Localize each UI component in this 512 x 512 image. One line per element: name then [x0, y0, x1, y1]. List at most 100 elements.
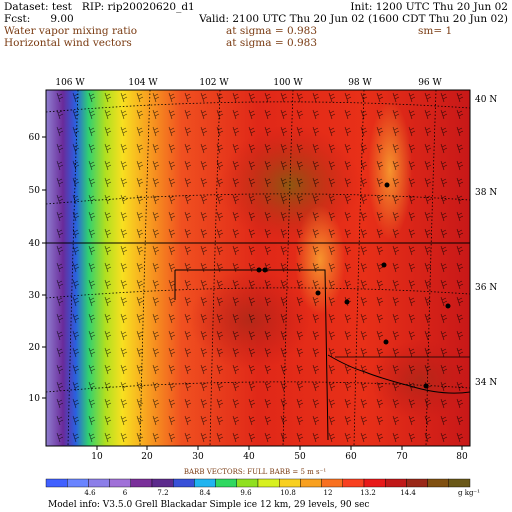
y-tick-label: 20: [29, 343, 41, 353]
wind-barb: [248, 228, 256, 239]
wind-barb: [360, 347, 368, 358]
wind-barb: [200, 347, 208, 358]
wind-barb: [248, 347, 256, 358]
wind-barb: [120, 160, 128, 171]
wind-barb: [56, 296, 64, 307]
wind-barb: [120, 330, 128, 341]
latitude-label: 36 N: [475, 283, 497, 293]
station-markers: [256, 182, 451, 389]
wind-barb: [248, 330, 256, 341]
wind-barb: [136, 109, 144, 120]
wind-barb: [328, 279, 336, 290]
colorbar-label: 8.4: [199, 489, 211, 497]
wind-barb: [184, 432, 192, 443]
wind-barb: [232, 347, 240, 358]
wind-barb: [344, 313, 352, 324]
wind-barb: [120, 381, 128, 392]
wind-barb: [232, 381, 240, 392]
wind-barb: [424, 160, 432, 171]
field1-name: Water vapor mixing ratio: [4, 25, 138, 37]
colorbar-swatch: [427, 478, 450, 488]
longitude-label: 106 W: [55, 78, 85, 88]
wind-barb: [88, 177, 96, 188]
wind-barb: [264, 279, 272, 290]
wind-barb: [376, 279, 384, 290]
wind-barb: [328, 296, 336, 307]
wind-barb: [440, 160, 448, 171]
wind-barb: [56, 211, 64, 222]
wind-barb: [424, 296, 432, 307]
wind-barb: [136, 330, 144, 341]
wind-barb: [456, 228, 464, 239]
wind-barb: [424, 347, 432, 358]
wind-barb: [232, 432, 240, 443]
dataset-line: Dataset: test RIP: rip20020620_d1: [4, 1, 195, 13]
wind-barb: [136, 381, 144, 392]
wind-barb: [184, 296, 192, 307]
wind-barbs: [56, 92, 464, 443]
wind-barb: [408, 364, 416, 375]
wind-barb: [296, 347, 304, 358]
wind-barb: [264, 347, 272, 358]
wind-barb: [248, 381, 256, 392]
wind-barb: [136, 126, 144, 137]
wind-barb: [120, 364, 128, 375]
wind-barb: [328, 364, 336, 375]
wind-barb: [296, 160, 304, 171]
wind-barb: [440, 432, 448, 443]
wind-barb: [152, 160, 160, 171]
wind-barb: [168, 160, 176, 171]
wind-barb: [360, 313, 368, 324]
wind-barb: [344, 143, 352, 154]
colorbar-label: 9.6: [240, 489, 252, 497]
wind-barb: [312, 381, 320, 392]
wind-barb: [184, 126, 192, 137]
wind-barb: [136, 398, 144, 409]
wind-barb: [376, 228, 384, 239]
wind-barb: [424, 177, 432, 188]
wind-barb: [344, 177, 352, 188]
wind-barb: [328, 160, 336, 171]
wind-barb: [424, 313, 432, 324]
wind-barb: [456, 126, 464, 137]
wind-barb: [392, 296, 400, 307]
wind-barb: [280, 228, 288, 239]
wind-barb: [264, 177, 272, 188]
wind-barb: [264, 194, 272, 205]
wind-barb: [104, 228, 112, 239]
wind-barb: [296, 109, 304, 120]
wind-barb: [456, 262, 464, 273]
colorbar-label: 13.2: [360, 489, 376, 497]
wind-barb: [216, 415, 224, 426]
wind-barb: [424, 228, 432, 239]
wind-barb: [392, 432, 400, 443]
wind-barb: [104, 279, 112, 290]
wind-barb: [360, 194, 368, 205]
wind-barb: [328, 245, 336, 256]
wind-barb: [152, 279, 160, 290]
wind-barb: [72, 381, 80, 392]
wind-barb: [392, 381, 400, 392]
wind-barb: [392, 245, 400, 256]
wind-barb: [72, 211, 80, 222]
wind-barb: [184, 228, 192, 239]
wind-barb: [360, 177, 368, 188]
wind-barb: [344, 160, 352, 171]
wind-barb: [72, 296, 80, 307]
station-dot: [262, 267, 268, 273]
wind-barb: [232, 194, 240, 205]
wind-barb: [312, 126, 320, 137]
wind-barb: [56, 415, 64, 426]
wind-barb: [232, 330, 240, 341]
longitude-label: 100 W: [273, 78, 303, 88]
wind-barb: [280, 347, 288, 358]
wind-barb: [344, 415, 352, 426]
wind-barb: [168, 177, 176, 188]
wind-barb: [232, 143, 240, 154]
wind-barb: [312, 211, 320, 222]
wind-barb: [216, 245, 224, 256]
wind-barb: [56, 398, 64, 409]
wind-barb: [248, 92, 256, 103]
lat-lon-grid: [46, 90, 470, 446]
wind-barb: [264, 364, 272, 375]
